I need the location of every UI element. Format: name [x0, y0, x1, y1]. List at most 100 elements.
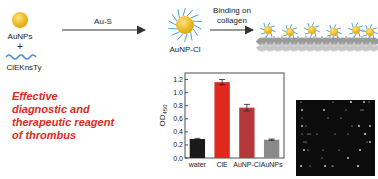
bright-spot: [347, 133, 348, 134]
peptide-chain: [334, 24, 336, 28]
label: 0.4: [173, 128, 183, 135]
collagen: [258, 40, 378, 49]
peptide-chain: [260, 28, 264, 30]
peptide-chain: [363, 35, 367, 36]
bright-spot: [307, 149, 308, 150]
gold-nanoparticle: [176, 16, 194, 34]
collagen-strand: [258, 40, 378, 43]
peptide-chain: [332, 36, 334, 40]
bright-spot: [303, 149, 305, 151]
peptide-chain: [352, 23, 353, 27]
peptide-chain: [187, 10, 193, 16]
error-bar: [269, 139, 275, 140]
peptide-chain: [282, 30, 286, 32]
bar: [239, 108, 254, 158]
peptide-chain: [368, 36, 370, 40]
peptide-chain: [261, 33, 265, 34]
plot-frame: [185, 73, 284, 158]
peptide-chain: [290, 24, 292, 28]
peptide-chain: [283, 35, 287, 36]
label: of thrombus: [12, 129, 76, 141]
bright-spot: [323, 109, 325, 111]
bright-spot: [334, 133, 335, 134]
label: therapeutic reagent: [12, 116, 115, 128]
bright-spot: [345, 109, 346, 110]
bars: [190, 80, 280, 158]
peptide-chain: [374, 32, 378, 34]
bright-spot: [309, 133, 310, 134]
bright-spot: [331, 165, 332, 166]
bright-spot: [358, 125, 360, 127]
bright-spot: [322, 149, 323, 150]
bright-spot: [316, 133, 317, 134]
bright-spot: [363, 101, 365, 103]
peptide-chain: [194, 25, 201, 29]
peptide-chain: [286, 25, 287, 29]
bright-spot: [305, 141, 306, 142]
bright-spot: [300, 165, 302, 167]
label: ClEKnsTy: [6, 63, 41, 72]
bright-spot: [340, 117, 341, 118]
bright-spot: [366, 141, 367, 142]
peptide-chain: [362, 30, 366, 32]
bound-conjugate: [362, 24, 378, 40]
peptide-chain: [294, 32, 298, 34]
axis-label: OD450: [158, 104, 168, 127]
label: Au-S: [94, 17, 112, 26]
peptide-chain: [266, 34, 268, 38]
arrow: [210, 29, 253, 30]
peptide-chain: [310, 34, 312, 38]
peptide-chain: [304, 28, 308, 30]
arrow: [62, 29, 145, 30]
peptide-chain: [305, 33, 309, 34]
peptide-chain: [373, 35, 374, 39]
peptide-chain: [172, 14, 177, 21]
conjugate: [168, 8, 201, 42]
micrograph: [296, 100, 375, 176]
bright-spot: [303, 141, 304, 142]
peptide-chain: [349, 33, 353, 34]
peptide-chain: [177, 34, 183, 40]
bright-spot: [301, 133, 302, 134]
bar: [190, 139, 205, 158]
label: AuNP-Cl: [169, 45, 200, 54]
peptide-chain: [168, 28, 177, 30]
tick: [185, 105, 188, 106]
bright-spot: [327, 117, 328, 118]
gold-nanoparticle: [352, 26, 360, 34]
peptide-chain: [183, 8, 185, 16]
peptide-chain: [370, 24, 372, 28]
bright-spot: [369, 125, 371, 127]
peptide-chain: [271, 26, 275, 27]
bright-spot: [301, 125, 303, 127]
label: 1.0: [173, 89, 183, 96]
bar: [264, 140, 279, 158]
axis-label-main: OD: [158, 114, 167, 126]
tick: [185, 158, 188, 159]
peptide-chain: [178, 9, 179, 17]
tick: [185, 92, 188, 93]
peptide-chain: [337, 28, 341, 29]
gold-nanoparticle: [264, 26, 272, 34]
peptide-chain: [359, 33, 360, 37]
bright-spot: [309, 165, 310, 166]
gold-nanoparticle: [330, 28, 338, 36]
peptide-chain: [373, 28, 377, 29]
gold-nanoparticle: [12, 12, 28, 28]
peptide-chain: [337, 35, 338, 39]
error-bar: [219, 80, 225, 85]
peptide-chain: [293, 35, 294, 39]
peptide-chain: [308, 23, 309, 27]
bright-spot: [357, 165, 359, 167]
bright-spot: [359, 149, 361, 151]
peptide-chain: [356, 22, 358, 26]
bright-spot: [305, 125, 306, 126]
micrograph-background: [296, 100, 375, 176]
bound-conjugate: [282, 24, 298, 40]
peptide: [6, 55, 36, 59]
label: diagnostic and: [12, 103, 90, 115]
bright-spot: [369, 141, 371, 143]
peptide-chain: [191, 15, 199, 18]
graphical-abstract: AuNPs+ClEKnsTyAu-SAuNP-ClBinding oncolla…: [0, 0, 378, 179]
gold-nanoparticle: [366, 28, 374, 36]
